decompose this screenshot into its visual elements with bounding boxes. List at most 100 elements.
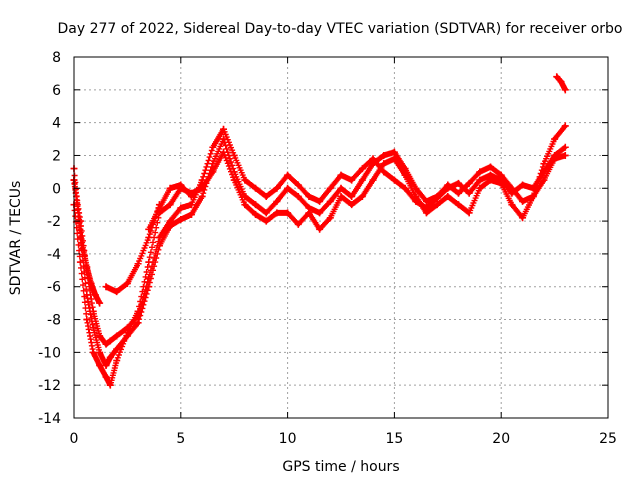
data-point (519, 181, 527, 189)
data-point (220, 148, 228, 156)
data-point (89, 307, 97, 315)
data-point (262, 217, 270, 225)
data-point (273, 209, 281, 217)
data-point (166, 217, 174, 225)
x-tick-label: 20 (492, 431, 510, 447)
series-track-5 (102, 201, 163, 296)
data-point (444, 192, 452, 200)
data-point (284, 209, 292, 217)
data-point (96, 348, 104, 356)
data-point (273, 184, 281, 192)
data-point (337, 184, 345, 192)
data-point (348, 176, 356, 184)
data-point (79, 242, 87, 250)
data-point (177, 215, 185, 223)
data-point (96, 332, 104, 340)
chart-title: Day 277 of 2022, Sidereal Day-to-day VTE… (58, 21, 623, 37)
data-point (551, 155, 559, 163)
data-point (497, 179, 505, 187)
data-point (166, 201, 174, 209)
data-point (476, 168, 484, 176)
y-tick-label: 6 (52, 83, 61, 99)
data-point (326, 214, 334, 222)
data-point (465, 189, 473, 197)
data-point (390, 176, 398, 184)
data-point (519, 214, 527, 222)
data-point (220, 125, 228, 133)
data-point (230, 151, 238, 159)
data-point (123, 329, 131, 337)
data-point (106, 381, 114, 389)
data-point (540, 160, 548, 168)
data-point (444, 184, 452, 192)
y-tick-label: -4 (47, 247, 61, 263)
data-point (380, 151, 388, 159)
y-tick-label: 4 (52, 116, 61, 132)
data-point (454, 201, 462, 209)
data-point (348, 192, 356, 200)
data-point (106, 353, 114, 361)
data-point (177, 204, 185, 212)
y-tick-label: -2 (47, 214, 61, 230)
data-point (358, 176, 366, 184)
y-axis-title: SDTVAR / TECUs (8, 181, 24, 296)
y-axis-ticks: -14 -12 -10 -8 -6 -4 -2 0 2 4 6 8 (38, 50, 608, 427)
data-point (89, 348, 97, 356)
data-point (337, 192, 345, 200)
data-point (106, 337, 114, 345)
data-point (305, 192, 313, 200)
series-track-2 (70, 125, 569, 348)
y-tick-label: 0 (52, 181, 61, 197)
data-point (337, 171, 345, 179)
x-axis-title: GPS time / hours (282, 459, 399, 475)
y-tick-label: -6 (47, 280, 61, 296)
data-point (561, 86, 569, 94)
data-point (209, 168, 217, 176)
data-point (155, 204, 163, 212)
data-point (422, 197, 430, 205)
data-point (241, 176, 249, 184)
data-point (89, 324, 97, 332)
data-point (519, 197, 527, 205)
y-tick-label: 8 (52, 50, 61, 66)
data-point (433, 201, 441, 209)
data-point (557, 78, 565, 86)
data-point (273, 197, 281, 205)
data-point (553, 73, 561, 81)
data-point (113, 288, 121, 296)
data-point (123, 279, 131, 287)
data-point (561, 151, 569, 159)
data-point (87, 279, 95, 287)
data-point (390, 148, 398, 156)
data-point (316, 225, 324, 233)
data-point (305, 209, 313, 217)
data-point (113, 357, 121, 365)
data-point (96, 361, 104, 369)
data-point (113, 332, 121, 340)
data-point (508, 201, 516, 209)
data-point (96, 299, 104, 307)
data-point (83, 263, 91, 271)
data-point (465, 179, 473, 187)
data-point (476, 184, 484, 192)
y-tick-label: -8 (47, 313, 61, 329)
data-point (145, 275, 153, 283)
data-point (401, 171, 409, 179)
data-point (134, 307, 142, 315)
y-tick-label: 2 (52, 148, 61, 164)
x-tick-label: 25 (599, 431, 617, 447)
data-point (83, 316, 91, 324)
data-point (454, 179, 462, 187)
data-point (316, 209, 324, 217)
data-point (487, 163, 495, 171)
y-tick-label: -10 (38, 345, 61, 361)
series-track-4 (70, 176, 104, 307)
data-point (284, 171, 292, 179)
data-point (561, 143, 569, 151)
data-point (91, 291, 99, 299)
data-point (284, 184, 292, 192)
data-point (262, 192, 270, 200)
data-point (102, 361, 110, 369)
data-point (134, 319, 142, 327)
